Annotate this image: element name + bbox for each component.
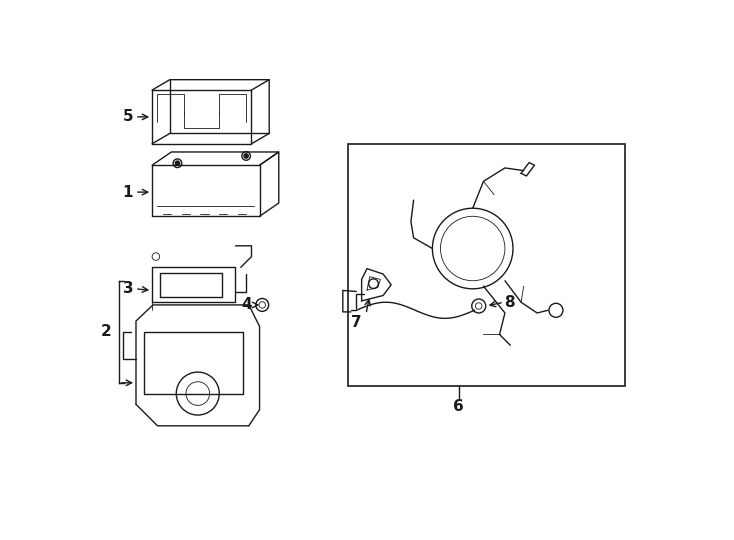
Text: 1: 1: [123, 185, 134, 200]
Bar: [348, 144, 625, 386]
Text: 4: 4: [241, 298, 252, 313]
Text: 3: 3: [123, 281, 134, 296]
Circle shape: [175, 161, 180, 165]
Text: 7: 7: [351, 315, 362, 330]
Text: 5: 5: [123, 110, 134, 124]
Text: 6: 6: [454, 400, 464, 415]
Text: 8: 8: [504, 295, 515, 310]
Text: 2: 2: [101, 325, 112, 339]
Circle shape: [244, 154, 248, 158]
